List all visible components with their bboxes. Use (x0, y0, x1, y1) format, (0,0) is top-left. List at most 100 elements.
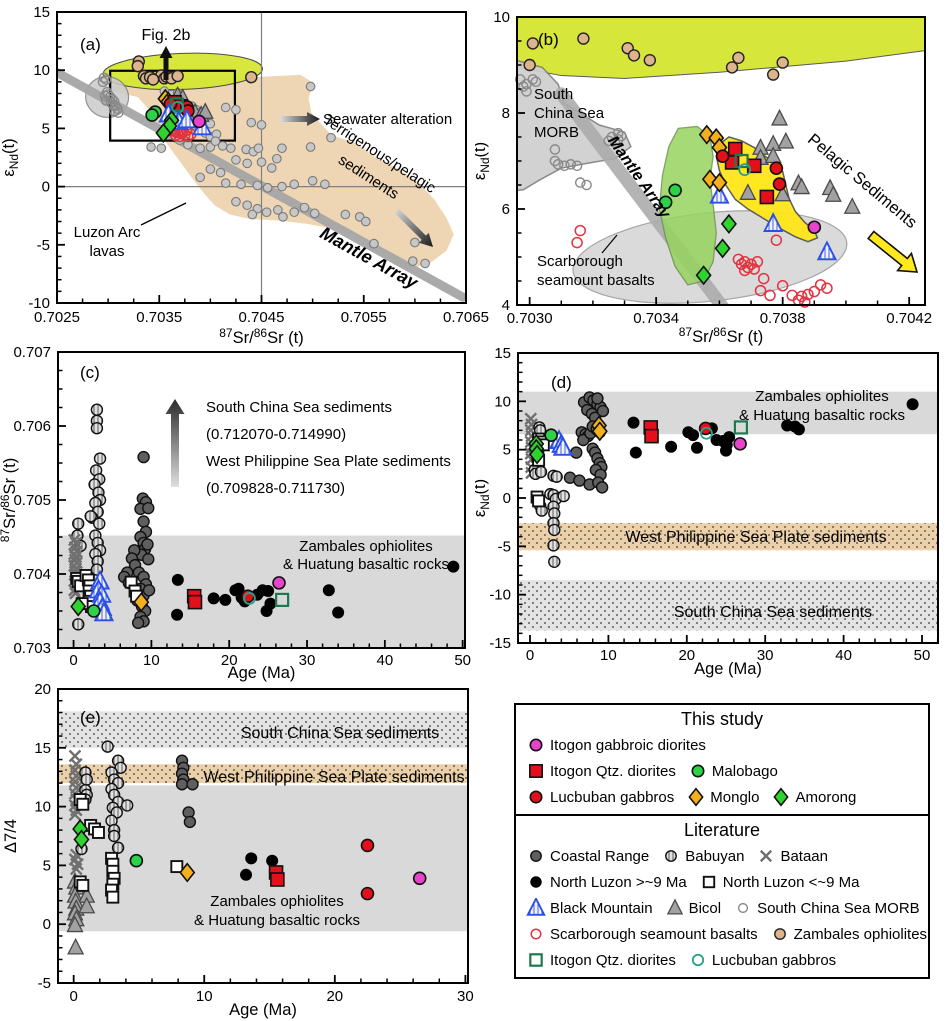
legend-label: Scarborough seamount basalts (550, 925, 758, 943)
svg-text:-15: -15 (489, 635, 511, 652)
legend-item-malobago: Malobago (686, 761, 778, 781)
x-axis-title: Age (Ma) (229, 1001, 297, 1019)
panel-c-points (67, 403, 460, 631)
bataan-marker-icon (760, 849, 773, 863)
legend-item-itogon_qtz_lit: Itogon Qtz. diorites (524, 950, 676, 970)
annotation: & Huatung basaltic rocks (739, 407, 905, 424)
y-axis-title: Δ7/4 (2, 819, 20, 853)
svg-text:0.7034: 0.7034 (633, 310, 679, 327)
itogon_gabbroic-marker-icon (529, 738, 543, 752)
svg-text:0: 0 (42, 179, 50, 196)
zambales-marker-icon (773, 928, 786, 940)
svg-text:0: 0 (69, 988, 77, 1005)
annotation: West Philippine Sea Plate sediments (206, 453, 451, 470)
legend-label: Amorong (795, 788, 857, 806)
svg-text:50: 50 (454, 652, 471, 669)
svg-text:6: 6 (502, 201, 510, 218)
y-axis-title: εNd(t) (475, 479, 492, 517)
annotation: West Philippine Sea Plate sediments (625, 529, 886, 546)
annotation: (0.709828-0.711730) (206, 480, 345, 497)
x-axis-title: 87Sr/86Sr (t) (219, 326, 303, 347)
legend-row: Lucbuban gabbros Monglo Amorong (516, 784, 928, 810)
legend-item-amorong: Amorong (769, 787, 856, 807)
svg-text:20: 20 (678, 647, 695, 664)
annotation: Zambales ophiolites (210, 893, 343, 910)
svg-text:15: 15 (33, 4, 50, 21)
annotation: South China Sea sediments (206, 399, 392, 416)
svg-text:-5: -5 (37, 237, 50, 254)
legend-item-babuyan: Babuyan (659, 846, 744, 866)
svg-text:5: 5 (43, 857, 51, 874)
svg-text:0.7065: 0.7065 (443, 309, 489, 326)
legend-item-monglo: Monglo (684, 787, 759, 807)
svg-text:15: 15 (494, 345, 511, 362)
svg-text:40: 40 (835, 647, 852, 664)
legend-title: This study (680, 709, 764, 729)
itogon_qtz-marker-icon (529, 764, 543, 778)
legend-item-lucbuban: Lucbuban gabbros (524, 787, 674, 807)
svg-text:10: 10 (33, 62, 50, 79)
legend-item-zambales: Zambales ophiolites (768, 924, 927, 944)
svg-text:4: 4 (502, 297, 510, 314)
legend-item-nluzon_young: North Luzon <~9 Ma (697, 872, 860, 892)
svg-text:5: 5 (503, 442, 511, 459)
legend-label: Lucbuban gabbros (711, 951, 837, 969)
annotation: West Philippine Sea Plate sediments (203, 769, 464, 786)
panel-b-points (514, 32, 861, 308)
svg-text:10: 10 (196, 988, 213, 1005)
annotation: South (534, 86, 573, 103)
legend-row: Coastal Range Babuyan Bataan (516, 843, 928, 869)
legend-label: Itogon Qtz. diorites (550, 951, 676, 969)
svg-text:50: 50 (914, 647, 931, 664)
svg-text:-10: -10 (28, 295, 50, 312)
annotation: (0.712070-0.714990) (206, 426, 346, 443)
legend-item-nluzon_old: North Luzon >~9 Ma (524, 872, 687, 892)
annotation: South China Sea sediments (674, 604, 872, 621)
svg-text:0.7055: 0.7055 (341, 309, 387, 326)
svg-text:0: 0 (503, 490, 511, 507)
svg-text:0.7025: 0.7025 (34, 309, 80, 326)
legend-section-0: This study Itogon gabbroic diorites Itogon… (516, 705, 928, 814)
svg-text:20: 20 (326, 988, 343, 1005)
amorong-marker-icon (773, 787, 790, 807)
legend-label: North Luzon >~9 Ma (550, 873, 687, 891)
legend-label: North Luzon <~9 Ma (722, 873, 860, 891)
svg-text:10: 10 (493, 9, 510, 26)
annotation: (e) (80, 708, 101, 727)
legend-label: Babuyan (685, 847, 745, 865)
babuyan-marker-icon (665, 850, 678, 862)
y-axis-title: 87Sr/86Sr (t) (0, 458, 19, 542)
panel-d-points (524, 391, 919, 569)
coastal_range-marker-icon (530, 850, 542, 862)
x-axis-title: 87Sr/86Sr (t) (679, 325, 763, 346)
lucbuban-marker-icon (529, 790, 543, 804)
legend-label: Lucbuban gabbros (550, 788, 675, 806)
svg-text:-5: -5 (498, 538, 511, 555)
legend-section-1: Literature Coastal Range Babuyan Bataan Nort… (516, 814, 928, 977)
y-axis-title: εNd(t) (475, 142, 492, 180)
annotation: Scarborough (537, 253, 623, 270)
svg-text:40: 40 (377, 652, 394, 669)
annotation: (b) (538, 30, 559, 49)
svg-text:8: 8 (502, 105, 510, 122)
annotation: seamount basalts (537, 272, 655, 289)
legend-row: Scarborough seamount basalts Zambales oph… (516, 921, 928, 947)
svg-text:10: 10 (34, 799, 51, 816)
x-axis-title: Age (Ma) (228, 664, 296, 682)
svg-text:0.7042: 0.7042 (886, 310, 932, 327)
legend-label: Black Mountain (550, 899, 653, 917)
legend-item-bicol: Bicol (663, 898, 721, 918)
legend-item-bataan: Bataan (754, 846, 828, 866)
legend-label: Itogon Qtz. diorites (550, 762, 676, 780)
annotation: China Sea (534, 105, 605, 122)
svg-text:5: 5 (42, 120, 50, 137)
svg-text:0.706: 0.706 (13, 418, 51, 435)
annotation: (d) (551, 373, 572, 392)
annotation: Zambales ophiolites (755, 388, 888, 405)
svg-text:20: 20 (34, 681, 51, 698)
svg-text:0.7038: 0.7038 (760, 310, 806, 327)
svg-text:0: 0 (69, 652, 77, 669)
bicol-marker-icon (666, 898, 683, 915)
svg-text:0.707: 0.707 (13, 345, 51, 361)
nluzon_old-marker-icon (530, 876, 542, 888)
